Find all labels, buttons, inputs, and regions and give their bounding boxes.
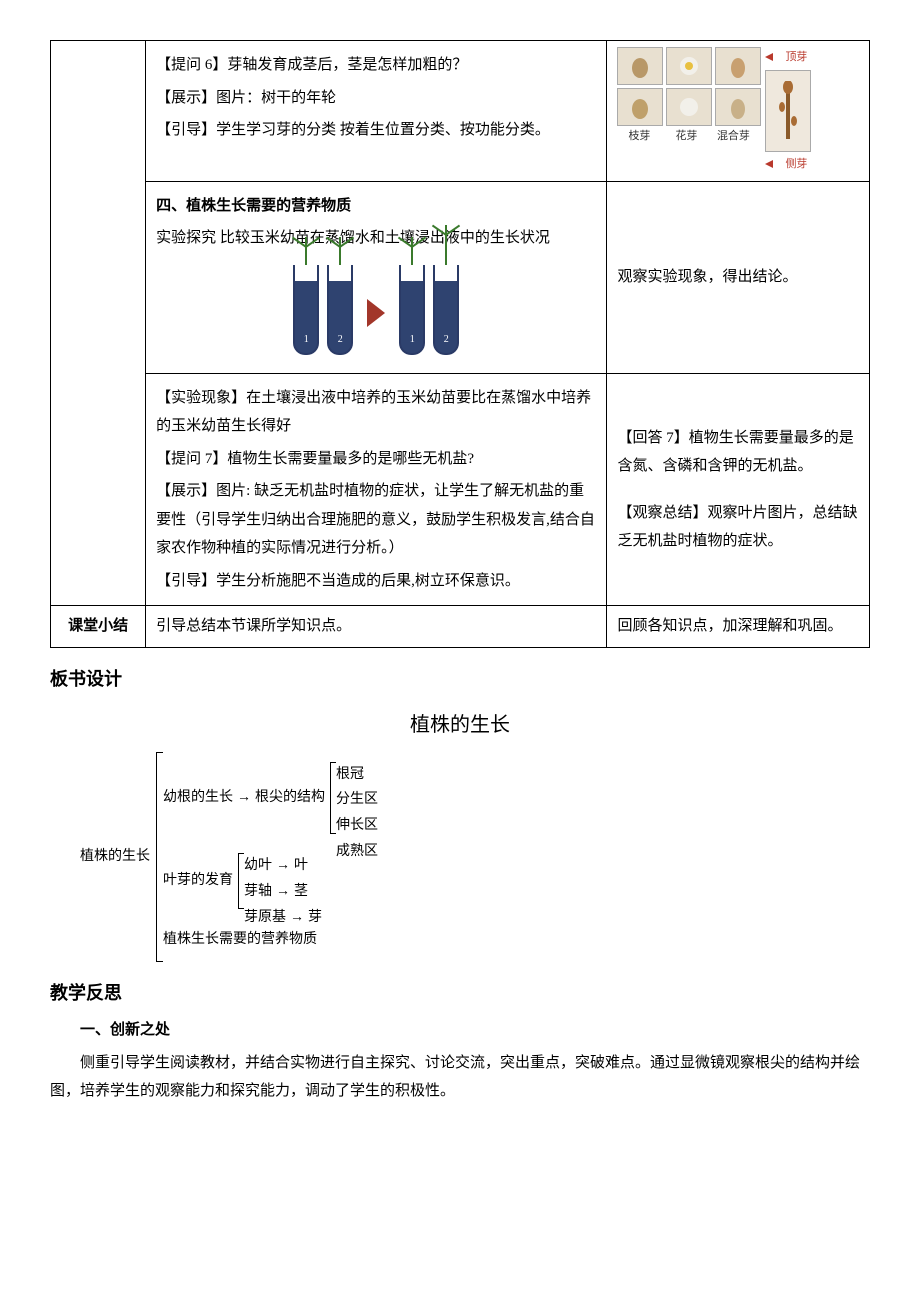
tube-label: 2 <box>435 330 457 349</box>
tree-node: 根尖的结构 <box>255 786 325 810</box>
bud-thumb <box>617 47 663 85</box>
board-tree: 植株的生长 幼根的生长 → 根尖的结构 根冠 分生区 伸长区 成熟区 叶芽的发育 <box>80 752 870 962</box>
triangle-separator-icon <box>367 299 385 327</box>
arrow-icon: → <box>276 858 290 873</box>
test-tube: 2 <box>433 265 459 355</box>
bud-side-thumb <box>765 70 811 152</box>
tree-root: 植株的生长 <box>80 845 150 869</box>
table-row: 四、植株生长需要的营养物质 实验探究 比较玉米幼苗在蒸馏水和土壤浸出液中的生长状… <box>51 181 870 373</box>
text-line: 观察实验现象，得出结论。 <box>617 263 859 292</box>
reflection-subhead: 一、创新之处 <box>50 1016 870 1045</box>
tree-leaf: 芽原基 <box>244 910 286 925</box>
arrow-icon <box>765 160 783 168</box>
text-line: 实验探究 比较玉米幼苗在蒸馏水和土壤浸出液中的生长状况 <box>156 224 596 253</box>
tree-node: 叶芽的发育 <box>163 869 233 893</box>
cell-observe: 观察实验现象，得出结论。 <box>607 181 870 373</box>
table-row: 【提问 6】芽轴发育成茎后，茎是怎样加粗的？ 【展示】图片：树干的年轮 【引导】… <box>51 41 870 182</box>
reflection-body: 侧重引导学生阅读教材，并结合实物进行自主探究、讨论交流，突出重点，突破难点。通过… <box>50 1049 870 1106</box>
bud-thumb <box>666 47 712 85</box>
tree-leaf: 芽轴 <box>244 884 272 899</box>
cell-q6: 【提问 6】芽轴发育成茎后，茎是怎样加粗的？ 【展示】图片：树干的年轮 【引导】… <box>146 41 607 182</box>
test-tube: 1 <box>399 265 425 355</box>
text-line: 【引导】学生分析施肥不当造成的后果,树立环保意识。 <box>156 567 596 596</box>
tree-leaf: 根冠 <box>336 762 378 788</box>
section-title: 四、植株生长需要的营养物质 <box>156 192 596 221</box>
tree-leaf: 分生区 <box>336 787 378 813</box>
table-row: 【实验现象】在土壤浸出液中培养的玉米幼苗要比在蒸馏水中培养的玉米幼苗生长得好 【… <box>51 373 870 606</box>
row-label-empty <box>51 41 146 606</box>
text-line: 【提问 7】植物生长需要量最多的是哪些无机盐? <box>156 445 596 474</box>
tree-node: 幼根的生长 <box>163 786 233 810</box>
tube-label: 2 <box>329 330 351 349</box>
text-line: 【展示】图片：树干的年轮 <box>156 84 596 113</box>
tube-label: 1 <box>295 330 317 349</box>
cell-answer7: 【回答 7】植物生长需要量最多的是含氮、含磷和含钾的无机盐。 【观察总结】观察叶… <box>607 373 870 606</box>
bud-caption: 混合芽 <box>711 126 755 147</box>
test-tube: 1 <box>293 265 319 355</box>
text-line: 【观察总结】观察叶片图片，总结缺乏无机盐时植物的症状。 <box>617 499 859 556</box>
tree-node: 植株生长需要的营养物质 <box>163 932 317 947</box>
bud-label-side: 侧芽 <box>785 154 807 175</box>
row-label-summary: 课堂小结 <box>51 606 146 648</box>
text-line: 【引导】学生学习芽的分类 按着生位置分类、按功能分类。 <box>156 116 596 145</box>
table-row: 课堂小结 引导总结本节课所学知识点。 回顾各知识点，加深理解和巩固。 <box>51 606 870 648</box>
text-line: 【实验现象】在土壤浸出液中培养的玉米幼苗要比在蒸馏水中培养的玉米幼苗生长得好 <box>156 384 596 441</box>
arrow-icon <box>765 53 783 61</box>
bud-thumb <box>715 47 761 85</box>
bud-thumb <box>617 88 663 126</box>
brace-icon <box>330 762 331 834</box>
tree-leaf: 幼叶 <box>244 858 272 873</box>
cell-summary-teacher: 引导总结本节课所学知识点。 <box>146 606 607 648</box>
brace-icon <box>238 853 239 909</box>
sprout-icon <box>411 237 413 265</box>
text-line: 【展示】图片: 缺乏无机盐时植物的症状，让学生了解无机盐的重要性（引导学生归纳出… <box>156 477 596 563</box>
arrow-icon: → <box>290 910 304 925</box>
text-line: 【回答 7】植物生长需要量最多的是含氮、含磷和含钾的无机盐。 <box>617 424 859 481</box>
bud-thumb <box>715 88 761 126</box>
brace-icon <box>156 752 157 962</box>
cell-nutrition-upper: 四、植株生长需要的营养物质 实验探究 比较玉米幼苗在蒸馏水和土壤浸出液中的生长状… <box>146 181 607 373</box>
tube-figure: 1 2 1 2 <box>156 265 596 355</box>
bud-caption: 枝芽 <box>617 126 661 147</box>
bud-thumb <box>666 88 712 126</box>
tree-leaf: 叶 <box>294 858 308 873</box>
test-tube: 2 <box>327 265 353 355</box>
arrow-icon: → <box>276 884 290 899</box>
board-design-title: 植株的生长 <box>50 706 870 744</box>
tree-branch: 幼根的生长 → 根尖的结构 根冠 分生区 伸长区 成熟区 <box>163 761 378 835</box>
reflection-heading: 教学反思 <box>50 976 870 1010</box>
bud-label-top: 顶芽 <box>785 47 807 68</box>
cell-summary-student: 回顾各知识点，加深理解和巩固。 <box>607 606 870 648</box>
sprout-icon <box>305 237 307 265</box>
tree-branch: 叶芽的发育 幼叶→叶 芽轴→茎 芽原基→芽 <box>163 852 378 910</box>
sprout-icon <box>339 237 341 265</box>
cell-nutrition-lower: 【实验现象】在土壤浸出液中培养的玉米幼苗要比在蒸馏水中培养的玉米幼苗生长得好 【… <box>146 373 607 606</box>
bud-caption: 花芽 <box>664 126 708 147</box>
tube-label: 1 <box>401 330 423 349</box>
tree-branch: 植株生长需要的营养物质 <box>163 927 378 953</box>
board-design-heading: 板书设计 <box>50 662 870 696</box>
tree-leaf: 伸长区 <box>336 813 378 839</box>
arrow-icon: → <box>237 786 251 810</box>
tree-leaf: 芽 <box>308 910 322 925</box>
sprout-icon <box>445 225 447 265</box>
lesson-table: 【提问 6】芽轴发育成茎后，茎是怎样加粗的？ 【展示】图片：树干的年轮 【引导】… <box>50 40 870 648</box>
cell-bud-figure: 枝芽 花芽 混合芽 顶芽 侧芽 <box>607 41 870 182</box>
text-line: 【提问 6】芽轴发育成茎后，茎是怎样加粗的？ <box>156 51 596 80</box>
tree-leaf: 茎 <box>294 884 308 899</box>
